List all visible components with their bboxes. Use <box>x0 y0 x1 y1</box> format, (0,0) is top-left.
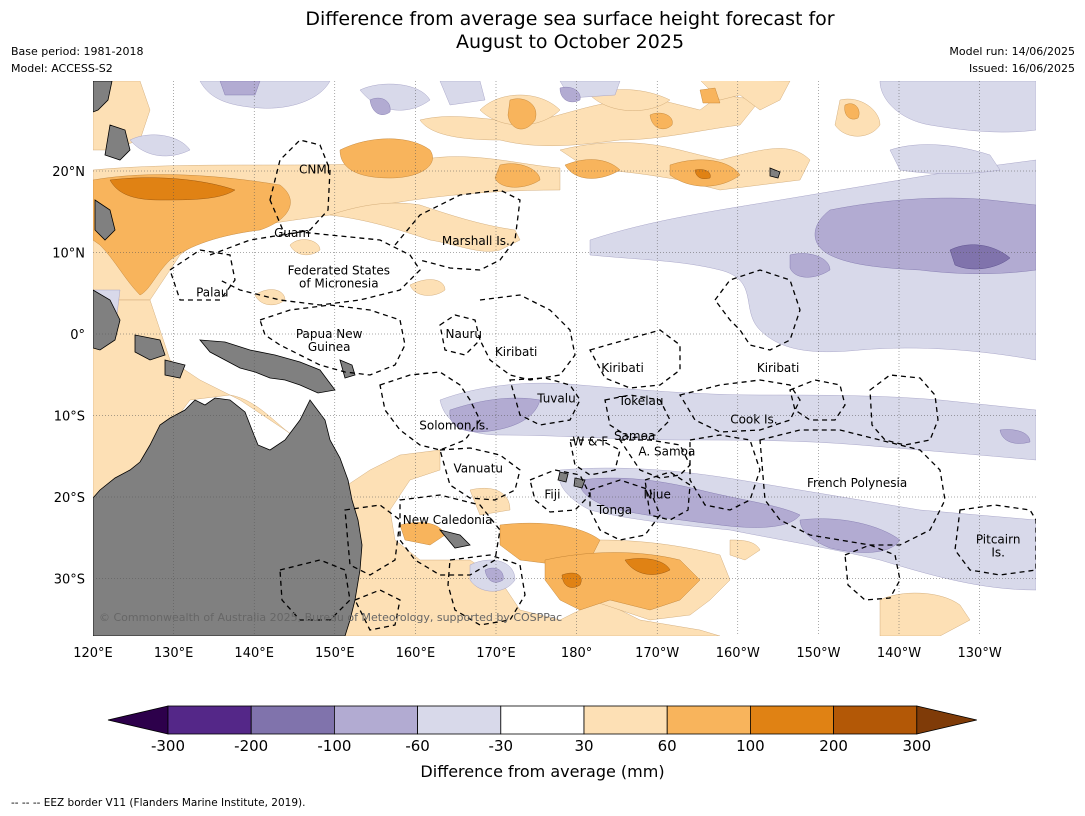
place-label: Niue <box>644 488 671 502</box>
philippines-land <box>93 81 113 113</box>
lat-tick-label: 30°S <box>54 573 85 588</box>
colorbar-tick-label: 200 <box>819 737 848 755</box>
australia-land <box>93 397 363 636</box>
colorbar-segment <box>750 705 835 735</box>
place-label: Is. <box>991 545 1005 559</box>
land-masses <box>93 81 781 636</box>
graticule <box>93 81 1036 636</box>
colorbar-tick-label: -30 <box>488 737 514 755</box>
place-label: Tokelau <box>618 394 664 408</box>
colorbar-high-extension <box>916 705 977 735</box>
colorbar <box>107 705 977 735</box>
meta-right: Model run: 14/06/2025 Issued: 16/06/2025 <box>949 43 1075 77</box>
place-label: Cook Is. <box>730 413 777 427</box>
model-name: Model: ACCESS-S2 <box>11 62 113 75</box>
lon-tick-label: 140°W <box>877 646 921 661</box>
place-label: W & F <box>572 435 608 449</box>
copyright-notice: © Commonwealth of Australia 2025, Bureau… <box>99 611 562 624</box>
place-label: Tonga <box>596 503 632 517</box>
place-label: Vanuatu <box>454 461 504 475</box>
place-label: Samoa <box>614 429 655 443</box>
place-label: Guam <box>274 226 310 240</box>
lon-tick-label: 150°W <box>796 646 840 661</box>
place-label: Marshall Is. <box>442 234 510 248</box>
colorbar-segment <box>417 705 502 735</box>
lat-tick-label: 10°S <box>54 410 85 425</box>
colorbar-segment <box>333 705 418 735</box>
colorbar-segment <box>500 705 585 735</box>
place-label: of Micronesia <box>299 276 379 290</box>
lon-tick-label: 170°E <box>476 646 516 661</box>
new-guinea-land <box>199 339 336 394</box>
lat-tick-label: 20°N <box>52 165 85 180</box>
colorbar-segment <box>666 705 751 735</box>
longitude-tick-labels: 120°E 130°E 140°E 150°E 160°E 170°E 180° 170°W 1… <box>73 646 1002 661</box>
colorbar-tick-label: 30 <box>574 737 594 755</box>
place-label: Palau <box>196 285 228 299</box>
map-title-line1: Difference from average sea surface heig… <box>305 8 835 30</box>
colorbar-segment <box>833 705 918 735</box>
place-label: Solomon Is. <box>419 418 489 432</box>
colorbar-title: Difference from average (mm) <box>420 762 665 781</box>
lon-tick-label: 180° <box>561 646 592 661</box>
issued-date: Issued: 16/06/2025 <box>968 62 1075 75</box>
colorbar-segment <box>250 705 335 735</box>
lat-tick-label: 10°N <box>52 247 85 262</box>
colorbar-tick-label: 100 <box>736 737 765 755</box>
place-label: Kiribati <box>495 345 537 359</box>
place-label: Tuvalu <box>536 391 576 405</box>
base-period: Base period: 1981-2018 <box>11 45 144 58</box>
place-label: CNMI <box>299 162 330 176</box>
eez-legend-note: -- -- -- EEZ border V11 (Flanders Marine… <box>11 797 306 809</box>
place-label: Kiribati <box>757 361 799 375</box>
lat-tick-label: 20°S <box>54 491 85 506</box>
colorbar-tick-label: -300 <box>150 737 186 755</box>
lon-tick-label: 130°W <box>958 646 1002 661</box>
anomaly-neg-100-200 <box>949 244 1011 270</box>
lon-tick-label: 120°E <box>73 646 113 661</box>
map-title-line2: August to October 2025 <box>455 31 685 53</box>
place-label: French Polynesia <box>807 476 907 490</box>
colorbar-low-extension <box>107 705 169 735</box>
lon-tick-label: 140°E <box>234 646 274 661</box>
place-label: Pitcairn <box>976 532 1021 546</box>
meta-left: Base period: 1981-2018 Model: ACCESS-S2 <box>11 43 143 77</box>
place-label: A. Samoa <box>638 444 695 458</box>
place-label: Kiribati <box>601 361 643 375</box>
eez-borders <box>169 139 1036 631</box>
borneo-land <box>93 289 121 351</box>
colorbar-tick-label: 60 <box>657 737 677 755</box>
place-label: Papua New <box>296 327 363 341</box>
colorbar-tick-label: 300 <box>902 737 932 755</box>
latitude-tick-labels: 20°N 10°N 0° 10°S 20°S 30°S <box>52 165 85 588</box>
place-label: Federated States <box>288 263 390 277</box>
colorbar-segment <box>583 705 668 735</box>
place-label: Fiji <box>544 488 560 502</box>
lat-tick-label: 0° <box>70 328 85 343</box>
lon-tick-label: 150°E <box>315 646 355 661</box>
map-title: Difference from average sea surface heig… <box>0 8 1085 54</box>
lon-tick-label: 170°W <box>635 646 679 661</box>
place-label: Guinea <box>308 340 351 354</box>
lon-tick-label: 130°E <box>154 646 194 661</box>
place-label: Nauru <box>446 327 482 341</box>
model-run: Model run: 14/06/2025 <box>949 45 1075 58</box>
lon-tick-label: 160°E <box>396 646 436 661</box>
colorbar-segment <box>167 705 252 735</box>
lon-tick-label: 160°W <box>716 646 760 661</box>
place-label: New Caledonia <box>403 513 493 527</box>
colorbar-tick-label: -60 <box>405 737 430 755</box>
colorbar-tick-label: -200 <box>234 737 269 755</box>
colorbar-tick-label: -100 <box>317 737 352 755</box>
